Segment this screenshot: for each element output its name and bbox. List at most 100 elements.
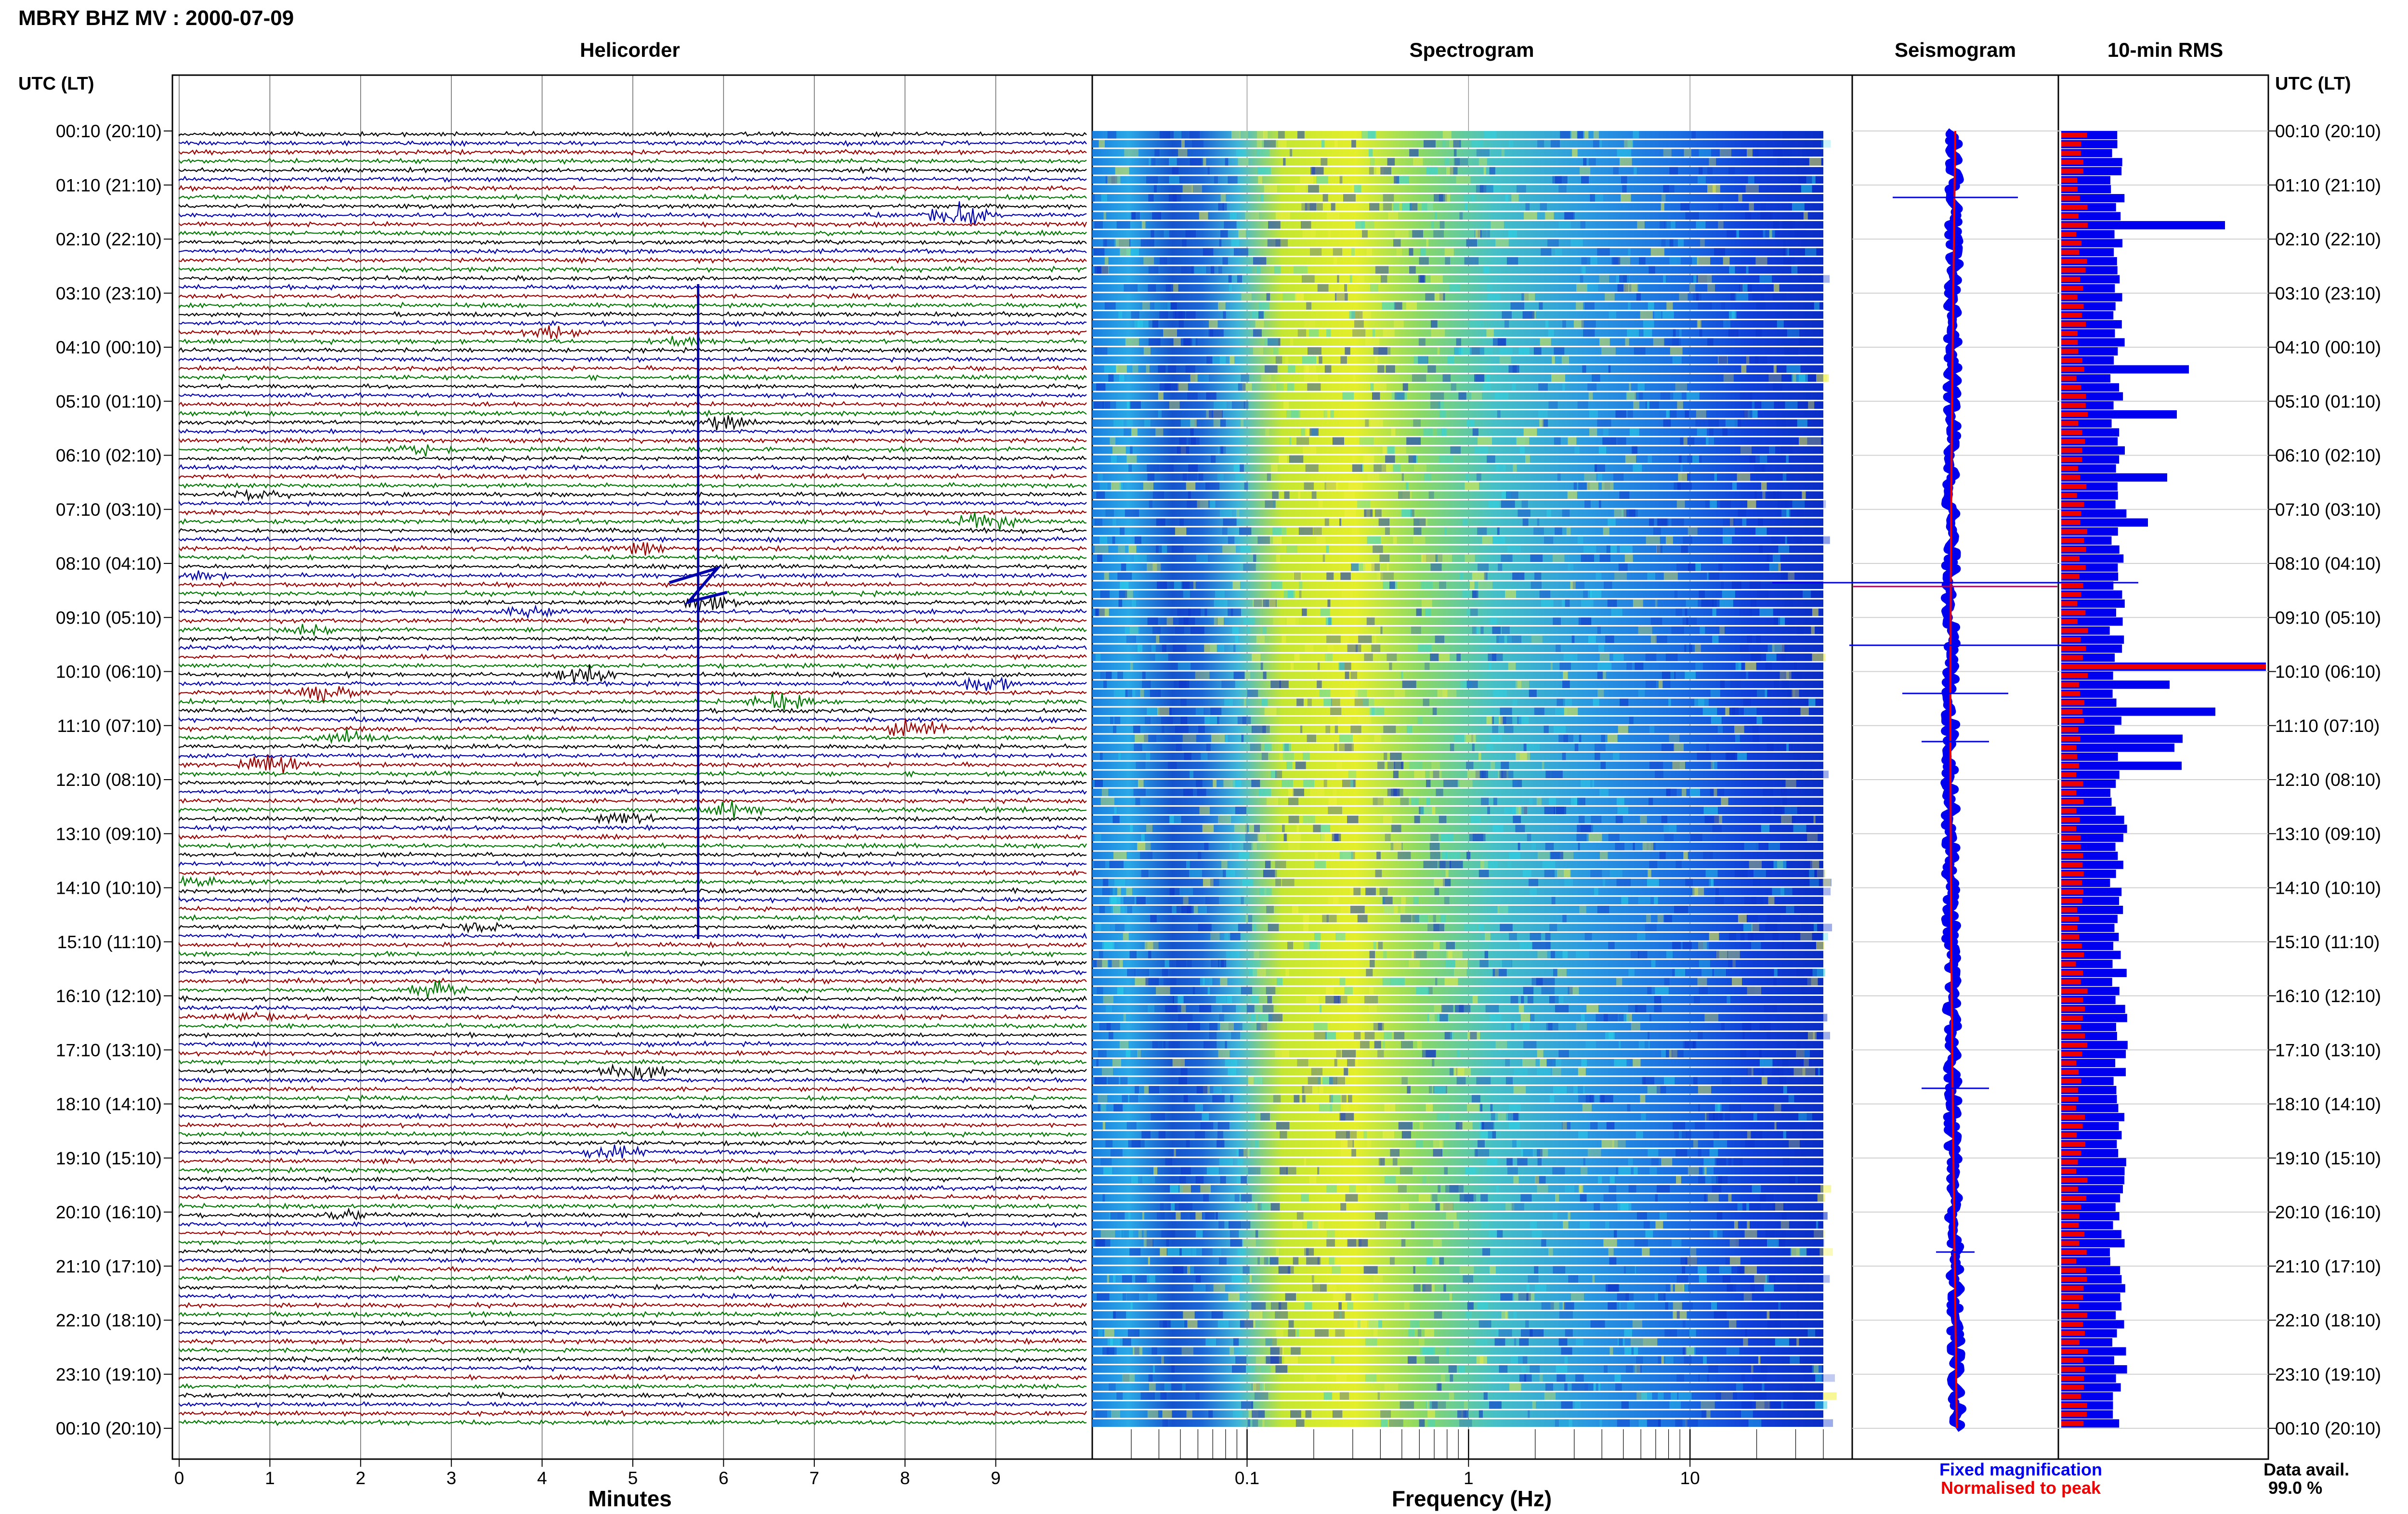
- time-label-left: 20:10 (16:10): [56, 1202, 162, 1222]
- helicorder-trace: [178, 1077, 1087, 1084]
- minutes-axis-title: Minutes: [588, 1486, 672, 1511]
- helicorder-trace: [178, 1058, 1087, 1066]
- helicorder-trace: [178, 1207, 1087, 1221]
- helicorder-trace: [178, 229, 1087, 237]
- time-label-right: 03:10 (23:10): [2275, 284, 2381, 303]
- rms-bar-normalised: [2061, 303, 2084, 309]
- rms-bar-normalised: [2061, 979, 2081, 985]
- time-label-left: 03:10 (23:10): [56, 284, 162, 303]
- rms-bar-normalised: [2061, 907, 2077, 913]
- helicorder-trace: [178, 896, 1087, 904]
- rms-bar-normalised: [2061, 330, 2078, 336]
- helicorder-trace: [178, 1301, 1087, 1309]
- rms-bar-normalised: [2061, 1376, 2084, 1381]
- time-label-right: 21:10 (17:10): [2275, 1256, 2381, 1276]
- rms-bar-normalised: [2061, 844, 2081, 849]
- helicorder-trace: [178, 512, 1087, 530]
- time-label-left: 05:10 (01:10): [56, 392, 162, 411]
- rms-bar-normalised: [2061, 1340, 2080, 1345]
- rms-bar-fixed: [2061, 410, 2177, 419]
- rms-bar-normalised: [2061, 1294, 2083, 1300]
- rms-bar-normalised: [2061, 448, 2082, 453]
- time-label-right: 11:10 (07:10): [2275, 716, 2380, 736]
- helicorder-trace: [178, 409, 1087, 418]
- rms-bar-normalised: [2061, 393, 2086, 399]
- helicorder-trace: [178, 874, 1087, 888]
- rms-bar-normalised: [2061, 1015, 2083, 1021]
- helicorder-trace: [178, 770, 1087, 778]
- rms-bar-normalised: [2061, 700, 2085, 705]
- rms-bar-normalised: [2061, 1250, 2087, 1255]
- helicorder-trace: [178, 536, 1087, 544]
- helicorder-trace: [178, 1040, 1087, 1048]
- time-label-left: 09:10 (05:10): [56, 608, 162, 627]
- time-label-left: 00:10 (20:10): [56, 121, 162, 141]
- time-label-right: 18:10 (14:10): [2275, 1095, 2381, 1114]
- time-label-right: 12:10 (08:10): [2275, 770, 2381, 790]
- helicorder-trace: [178, 1337, 1087, 1345]
- seismogram-fixed-trace: [1940, 128, 1967, 1432]
- rms-bar-normalised: [2061, 322, 2086, 327]
- rms-bar-normalised: [2061, 673, 2088, 679]
- rms-bar-normalised: [2061, 1240, 2080, 1246]
- helicorder-trace: [178, 1112, 1087, 1120]
- helicorder-trace: [178, 221, 1087, 228]
- rms-bar-normalised: [2061, 240, 2082, 246]
- rms-bar-normalised: [2061, 763, 2079, 769]
- helicorder-trace: [178, 274, 1087, 282]
- rms-bar-normalised: [2061, 574, 2080, 579]
- helicorder-trace: [178, 203, 1087, 210]
- rms-bar-normalised: [2061, 628, 2088, 633]
- helicorder-trace: [178, 508, 1087, 517]
- rms-bar-normalised: [2061, 205, 2088, 210]
- time-label-left: 13:10 (09:10): [56, 824, 162, 844]
- rms-bar-normalised: [2061, 267, 2086, 273]
- helicorder-trace: [178, 833, 1087, 841]
- data-avail-label: Data avail.: [2264, 1460, 2349, 1479]
- rms-bar-normalised: [2061, 1411, 2087, 1417]
- minute-tick-label: 8: [900, 1468, 910, 1488]
- minute-tick-label: 3: [446, 1468, 457, 1488]
- helicorder-trace: [178, 455, 1087, 463]
- rms-bar-normalised: [2061, 196, 2080, 201]
- helicorder-trace: [178, 1283, 1087, 1291]
- rms-bar-normalised: [2061, 1087, 2078, 1093]
- rms-bar-fixed: [2061, 824, 2127, 833]
- rms-bar-normalised: [2061, 1132, 2077, 1138]
- rms-bar-fixed: [2061, 473, 2167, 482]
- rms-bar-normalised: [2061, 403, 2086, 408]
- rms-bar-normalised: [2061, 817, 2080, 822]
- rms-bar-normalised: [2061, 808, 2077, 813]
- helicorder-trace: [178, 1346, 1087, 1354]
- rms-bar-normalised: [2061, 1258, 2077, 1264]
- rms-bar-normalised: [2061, 1313, 2088, 1318]
- helicorder-trace: [179, 869, 1087, 876]
- rms-bar-normalised: [2061, 583, 2083, 588]
- helicorder-trace: [178, 1256, 1087, 1264]
- rms-bar-normalised: [2061, 339, 2078, 345]
- helicorder-trace: [178, 553, 1087, 561]
- helicorder-trace: [178, 310, 1087, 318]
- rms-bar-normalised: [2061, 754, 2077, 759]
- rms-bar-normalised: [2061, 898, 2082, 903]
- rms-bar-normalised: [2061, 727, 2079, 732]
- helicorder-trace: [178, 811, 1087, 825]
- rms-bar-normalised: [2061, 358, 2083, 363]
- rms-bar-normalised: [2061, 988, 2088, 993]
- rms-bar-fixed: [2061, 221, 2225, 230]
- seismogram-normalised-trace: [1950, 131, 1958, 1429]
- rms-bar-normalised: [2061, 799, 2084, 805]
- time-label-right: 09:10 (05:10): [2275, 608, 2381, 627]
- rms-bar-normalised: [2061, 1078, 2081, 1084]
- rms-bar-normalised: [2061, 853, 2083, 859]
- rms-bar-normalised: [2061, 1105, 2076, 1111]
- helicorder-trace: [178, 950, 1087, 958]
- helicorder-trace: [178, 1166, 1087, 1174]
- time-label-right: 05:10 (01:10): [2275, 392, 2381, 411]
- helicorder-trace: [178, 1063, 1087, 1081]
- time-label-left: 07:10 (03:10): [56, 500, 162, 520]
- rms-bar-fixed: [2061, 744, 2174, 752]
- rms-bar-normalised: [2061, 1331, 2085, 1336]
